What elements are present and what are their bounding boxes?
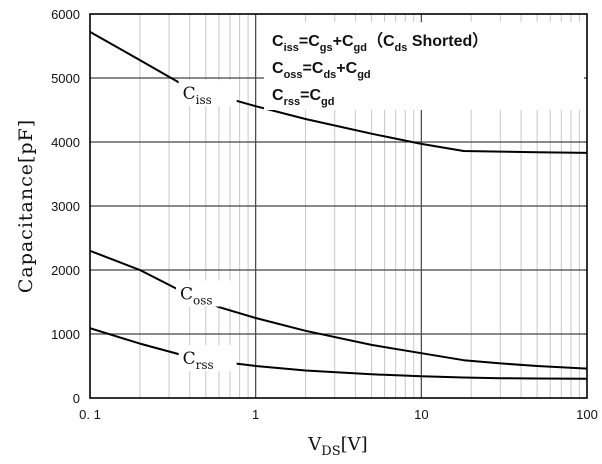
- formula-crss: Crss=Cgd: [272, 87, 334, 108]
- y-tick-label: 3000: [51, 199, 80, 214]
- series-labels: Ciss Coss Crss: [175, 80, 237, 372]
- series-label-bg: [178, 80, 237, 107]
- series-label-iss: Ciss: [183, 84, 212, 107]
- formula-ciss: Ciss=Cgs+Cgd（Cds Shorted）: [272, 32, 488, 54]
- series-layer: [89, 31, 588, 380]
- y-tick-label: 1000: [51, 327, 80, 342]
- formula-annotations: Ciss=Cgs+Cgd（Cds Shorted） Coss=Cds+Cgd Crs…: [264, 22, 584, 110]
- series-line-oss: [89, 249, 588, 370]
- y-tick-label: 4000: [51, 135, 80, 150]
- y-tick-label: 5000: [51, 71, 80, 86]
- y-axis-title: Capacitance[pF]: [15, 119, 37, 293]
- x-tick-label: 1: [252, 407, 259, 422]
- series-label-rss: Crss: [183, 349, 214, 372]
- x-tick-labels: 0. 1 1 10 100: [79, 407, 598, 422]
- series-line-iss: [89, 31, 588, 154]
- x-tick-label: 0. 1: [79, 407, 101, 422]
- series-label-bg: [175, 280, 234, 307]
- x-tick-label: 10: [414, 407, 428, 422]
- x-tick-label: 100: [576, 407, 598, 422]
- y-tick-labels: 0 1000 2000 3000 4000 5000 6000: [51, 7, 80, 406]
- series-label-bg: [178, 345, 237, 372]
- y-tick-label: 0: [73, 391, 80, 406]
- series-line-rss: [89, 327, 588, 380]
- plot-frame: [89, 13, 588, 399]
- x-axis-title: VDS[V]: [307, 434, 367, 459]
- y-tick-label: 6000: [51, 7, 80, 22]
- y-tick-label: 2000: [51, 263, 80, 278]
- formula-coss: Coss=Cds+Cgd: [272, 60, 371, 81]
- series-label-oss: Coss: [180, 285, 213, 308]
- formula-box-bg: [264, 22, 584, 110]
